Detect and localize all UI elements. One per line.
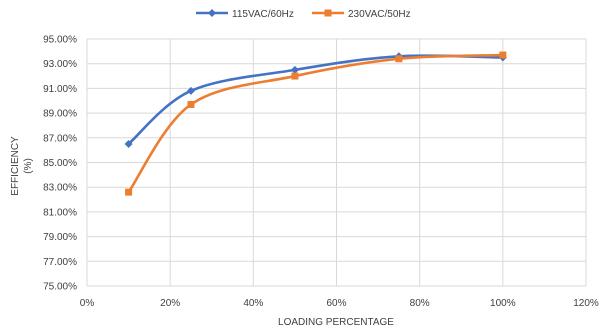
data-point-square: [499, 51, 507, 59]
y-tick-label: 75.00%: [43, 282, 77, 293]
data-point-square: [291, 72, 299, 80]
data-point-square: [125, 188, 133, 196]
data-point-diamond: [124, 139, 133, 148]
y-tick-label: 87.00%: [43, 133, 77, 144]
data-point-diamond: [290, 65, 299, 74]
legend: 115VAC/60Hz 230VAC/50Hz: [196, 9, 411, 20]
y-tick-label: 79.00%: [43, 232, 77, 243]
series-line: [127, 53, 505, 194]
y-axis-title-line-2: (%): [23, 158, 34, 174]
x-tick-label: 20%: [160, 298, 180, 309]
x-tick-label: 120%: [573, 298, 599, 309]
series-2: [125, 51, 507, 196]
y-tick-label: 85.00%: [43, 158, 77, 169]
y-tick-label: 95.00%: [43, 35, 77, 46]
series-1: [124, 52, 507, 148]
y-tick-label: 91.00%: [43, 84, 77, 95]
x-tick-label: 100%: [490, 298, 516, 309]
data-point-square: [324, 9, 332, 17]
y-axis-ticks: 75.00% 77.00% 79.00% 81.00% 83.00% 85.00% 87.0…: [43, 35, 77, 293]
data-point-square: [187, 100, 195, 108]
x-axis-ticks: 0% 20% 40% 60% 80% 100% 120%: [80, 298, 599, 309]
x-tick-label: 60%: [326, 298, 346, 309]
y-tick-label: 81.00%: [43, 207, 77, 218]
x-axis-title: LOADING PERCENTAGE: [278, 317, 394, 328]
data-point-diamond: [208, 9, 216, 17]
data-point-square: [395, 55, 403, 63]
series-line: [127, 54, 505, 146]
legend-label: 115VAC/60Hz: [232, 9, 294, 20]
data-point-diamond: [186, 86, 195, 95]
series-group: [124, 51, 507, 196]
y-tick-label: 89.00%: [43, 109, 77, 120]
y-tick-label: 93.00%: [43, 59, 77, 70]
grid-lines: [86, 38, 587, 287]
x-tick-label: 40%: [243, 298, 263, 309]
legend-item-2: 230VAC/50Hz: [312, 9, 411, 20]
y-axis-title-line-1: EFFICIENCY: [10, 136, 21, 196]
legend-item-1: 115VAC/60Hz: [196, 9, 294, 20]
y-tick-label: 83.00%: [43, 183, 77, 194]
y-tick-label: 77.00%: [43, 257, 77, 268]
x-tick-label: 0%: [80, 298, 95, 309]
legend-label: 230VAC/50Hz: [348, 9, 411, 20]
x-tick-label: 80%: [410, 298, 430, 309]
